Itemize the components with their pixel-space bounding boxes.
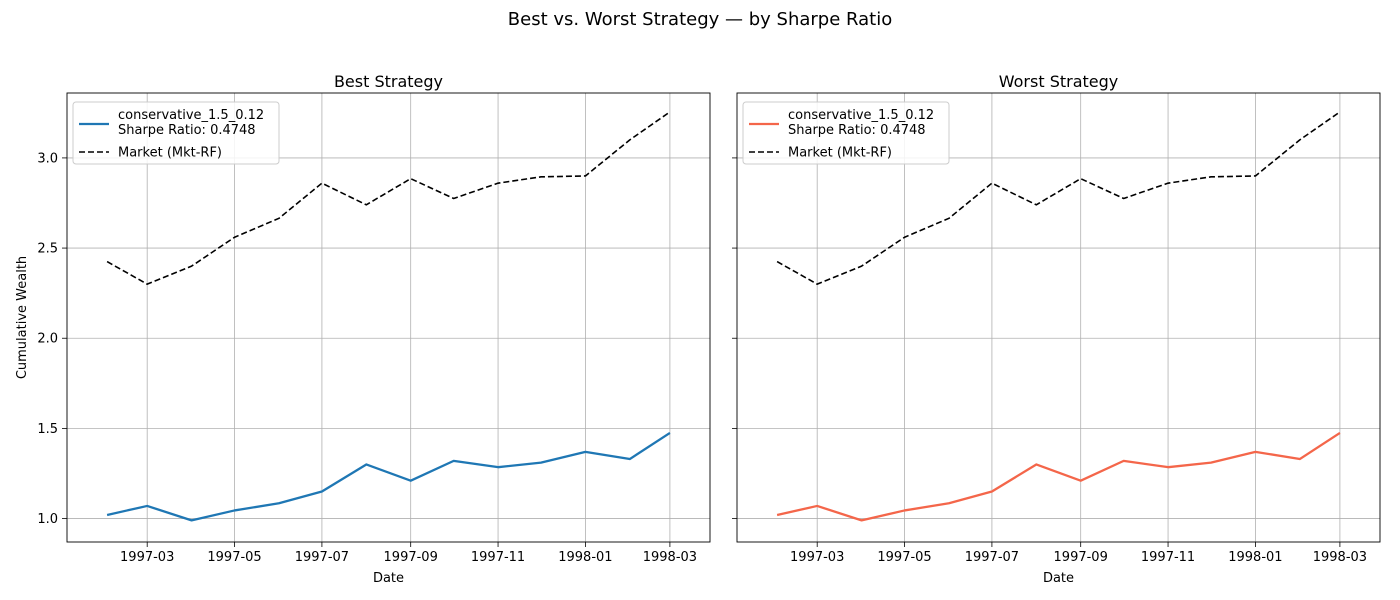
legend-label-market: Market (Mkt-RF) (788, 146, 892, 161)
x-tick-label: 1997-05 (207, 550, 261, 565)
y-tick-label: 1.5 (37, 422, 58, 437)
x-tick-label: 1997-03 (120, 550, 174, 565)
series-line-market (106, 111, 671, 285)
x-tick-label: 1997-11 (1141, 550, 1195, 565)
legend-label-strategy: conservative_1.5_0.12 (118, 108, 264, 123)
x-tick-label: 1997-09 (1054, 550, 1108, 565)
plot-frame (66, 92, 711, 543)
x-tick-label: 1997-07 (295, 550, 349, 565)
series-line-strategy (776, 431, 1341, 522)
x-tick-label: 1998-01 (558, 550, 612, 565)
x-tick-label: 1997-09 (384, 550, 438, 565)
legend-label-market: Market (Mkt-RF) (118, 146, 222, 161)
figure-title: Best vs. Worst Strategy — by Sharpe Rati… (507, 9, 893, 30)
legend-box (72, 101, 280, 165)
y-tick-label: 2.5 (37, 242, 58, 257)
x-tick-label: 1997-05 (877, 550, 931, 565)
legend-label-sharpe: Sharpe Ratio: 0.4748 (788, 123, 926, 138)
chart-panel-1: 1997-03 1997-05 1997-07 1997-09 1997-11 1998-… (15, 72, 711, 586)
legend-box (742, 101, 950, 165)
x-tick-label: 1998-01 (1228, 550, 1282, 565)
x-tick-label: 1998-03 (1313, 550, 1367, 565)
x-axis-label: Date (1043, 571, 1074, 586)
legend-label-strategy: conservative_1.5_0.12 (788, 108, 934, 123)
x-tick-label: 1997-03 (790, 550, 844, 565)
panel-title: Best Strategy (334, 72, 443, 91)
legend-label-sharpe: Sharpe Ratio: 0.4748 (118, 123, 256, 138)
y-tick-label: 1.0 (37, 512, 58, 527)
plot-frame (736, 92, 1381, 543)
x-axis-label: Date (373, 571, 404, 586)
panel-title: Worst Strategy (999, 72, 1119, 91)
chart-panel-2: 1997-03 1997-05 1997-07 1997-09 1997-11 1998-… (732, 72, 1381, 586)
series-line-strategy (106, 431, 671, 522)
x-tick-label: 1998-03 (643, 550, 697, 565)
series-line-market (776, 111, 1341, 285)
y-tick-label: 2.0 (37, 332, 58, 347)
x-tick-label: 1997-11 (471, 550, 525, 565)
x-tick-label: 1997-07 (965, 550, 1019, 565)
y-tick-label: 3.0 (37, 151, 58, 166)
y-axis-label: Cumulative Wealth (15, 256, 30, 379)
